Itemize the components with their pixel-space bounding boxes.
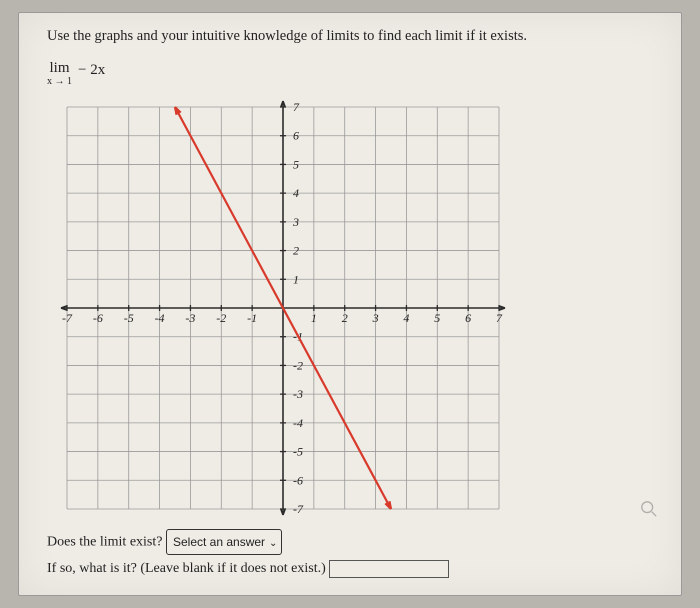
svg-text:2: 2: [342, 311, 348, 325]
svg-text:7: 7: [496, 311, 503, 325]
svg-text:-5: -5: [293, 444, 303, 458]
svg-text:-6: -6: [293, 473, 303, 487]
limit-expression: lim x → 1 − 2x: [47, 61, 653, 87]
magnifier-icon: [640, 500, 658, 518]
exist-row: Does the limit exist? Select an answer ⌄: [47, 529, 653, 556]
svg-text:4: 4: [403, 311, 409, 325]
chart-container: -7-6-5-4-3-2-11234567-7-6-5-4-3-2-112345…: [53, 93, 513, 523]
chevron-down-icon: ⌄: [269, 538, 277, 549]
svg-text:6: 6: [465, 311, 471, 325]
limit-operator: lim x → 1: [47, 61, 72, 87]
limit-value-input[interactable]: [329, 560, 449, 578]
exist-label: Does the limit exist?: [47, 534, 162, 549]
limit-body: − 2x: [78, 61, 105, 79]
svg-text:-6: -6: [93, 311, 103, 325]
worksheet-page: Use the graphs and your intuitive knowle…: [18, 12, 682, 596]
svg-text:2: 2: [293, 243, 299, 257]
svg-text:-1: -1: [247, 311, 257, 325]
svg-text:-3: -3: [185, 311, 195, 325]
svg-text:-7: -7: [293, 502, 304, 516]
svg-text:-5: -5: [124, 311, 134, 325]
svg-text:-2: -2: [293, 358, 303, 372]
svg-text:4: 4: [293, 186, 299, 200]
instruction-text: Use the graphs and your intuitive knowle…: [47, 27, 653, 47]
svg-text:-7: -7: [62, 311, 73, 325]
svg-text:5: 5: [293, 157, 299, 171]
svg-text:3: 3: [292, 214, 299, 228]
value-row: If so, what is it? (Leave blank if it do…: [47, 556, 653, 583]
svg-text:1: 1: [293, 272, 299, 286]
svg-text:1: 1: [311, 311, 317, 325]
answer-section: Does the limit exist? Select an answer⌄ …: [47, 529, 653, 583]
svg-text:-4: -4: [155, 311, 165, 325]
svg-text:-3: -3: [293, 387, 303, 401]
svg-text:7: 7: [293, 100, 300, 114]
select-placeholder: Select an answer: [173, 535, 265, 549]
svg-text:-2: -2: [216, 311, 226, 325]
exist-select[interactable]: Select an answer ⌄: [166, 529, 282, 556]
line-chart: -7-6-5-4-3-2-11234567-7-6-5-4-3-2-112345…: [53, 93, 513, 523]
svg-text:5: 5: [434, 311, 440, 325]
svg-text:3: 3: [372, 311, 379, 325]
svg-text:6: 6: [293, 128, 299, 142]
svg-text:-4: -4: [293, 415, 303, 429]
value-label: If so, what is it? (Leave blank if it do…: [47, 561, 326, 576]
